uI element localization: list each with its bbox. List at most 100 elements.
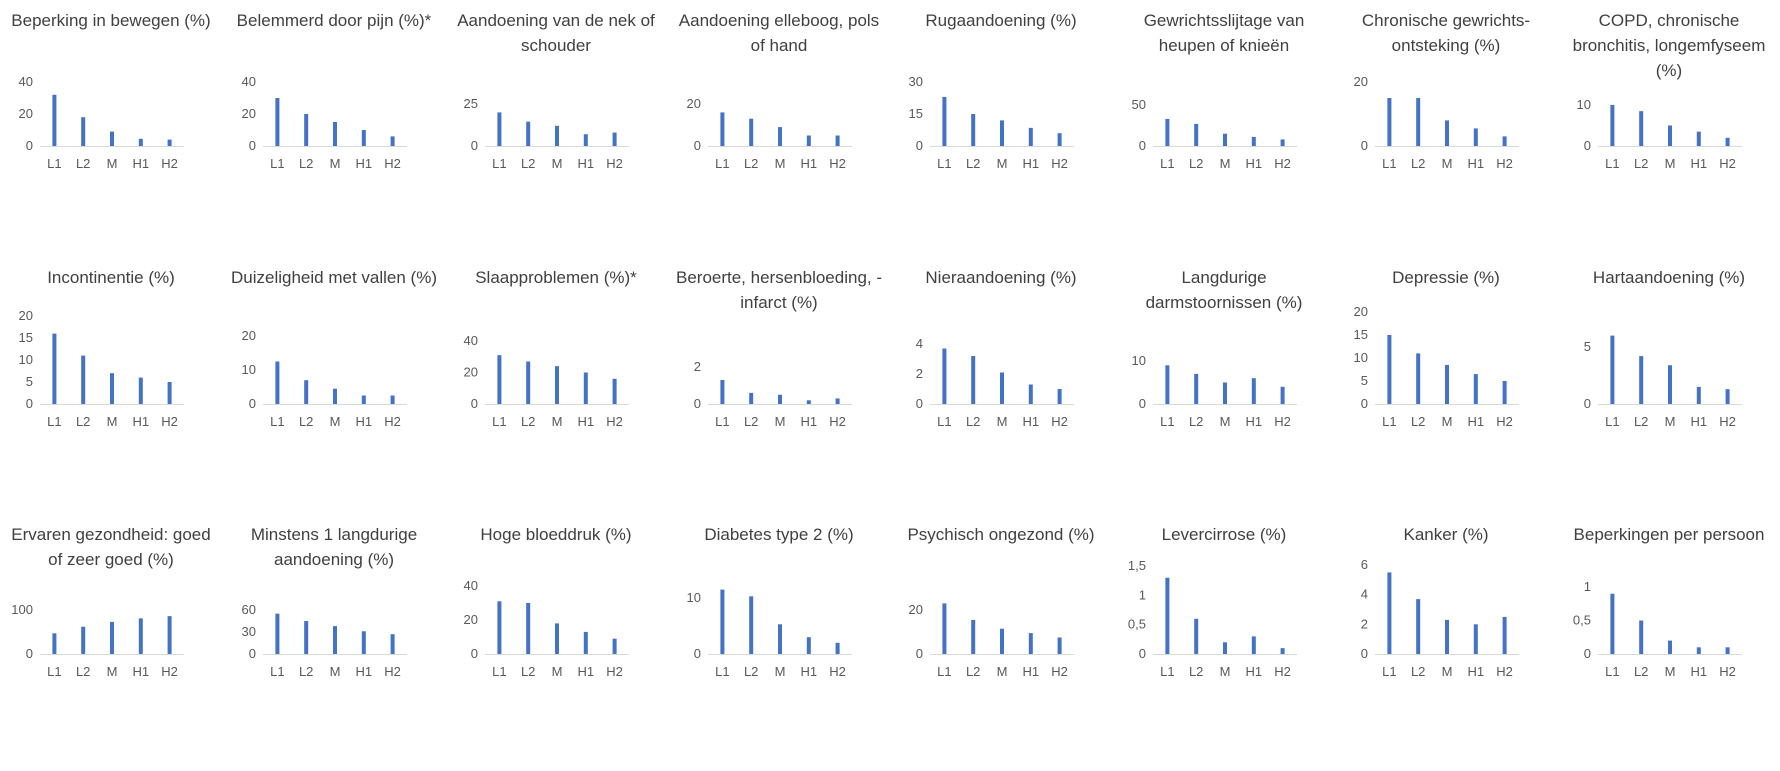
bar <box>275 613 280 654</box>
bar <box>612 638 617 654</box>
x-tick-label: H1 <box>1467 414 1484 429</box>
bar-chart: 0 5 10 15 20 L1 L2 M H1 H2 <box>19 308 184 429</box>
x-tick-label: L1 <box>1382 156 1396 171</box>
x-tick-label: M <box>1220 664 1231 679</box>
bar <box>555 125 559 146</box>
bar <box>806 637 811 654</box>
chart-title: COPD, chronische bronchitis, longemfysee… <box>1572 11 1766 80</box>
chart-panel: Beroerte, hersenbloeding, -infarct (%) 0 2… <box>668 257 890 514</box>
bar <box>1610 593 1615 654</box>
bar <box>275 361 280 404</box>
y-tick-label: 0 <box>249 396 256 411</box>
bar <box>583 134 588 146</box>
bar <box>275 98 280 146</box>
x-tick-label: L2 <box>521 664 535 679</box>
bar <box>1280 386 1285 404</box>
chart-title: Ervaren gezondheid: goed of zeer goed (%… <box>11 525 211 569</box>
bar <box>1000 628 1004 654</box>
x-tick-label: H1 <box>800 664 817 679</box>
y-tick-label: 20 <box>1354 74 1368 89</box>
x-tick-label: M <box>775 664 786 679</box>
bar <box>1502 136 1507 146</box>
bar <box>583 631 588 654</box>
y-tick-label: 4 <box>916 336 923 351</box>
y-tick-label: 10 <box>687 590 701 605</box>
x-tick-label: H2 <box>1496 414 1513 429</box>
x-tick-label: M <box>1665 664 1676 679</box>
chart-panel: Depressie (%) 0 5 10 15 20 L1 L2 M H1 H2 <box>1335 257 1557 514</box>
x-tick-label: L2 <box>299 414 313 429</box>
bar-chart: 0 50 L1 L2 M H1 H2 <box>1132 97 1297 171</box>
bar <box>1165 118 1170 146</box>
bar <box>1280 648 1285 654</box>
bar <box>304 380 309 404</box>
bar <box>1502 381 1507 404</box>
chart-title: Incontinentie (%) <box>47 268 175 287</box>
bar <box>110 373 114 404</box>
bar <box>555 366 559 404</box>
bar <box>555 623 559 654</box>
x-tick-label: H1 <box>1245 156 1262 171</box>
chart-panel: Levercirrose (%) 0 0,5 1 1,5 L1 L2 M H1 H2 <box>1113 514 1335 771</box>
chart-title: Aandoening elleboog, pols of hand <box>678 11 880 55</box>
bar <box>1416 599 1421 654</box>
x-tick-label: L1 <box>270 414 284 429</box>
bar <box>749 596 754 654</box>
y-tick-label: 0 <box>1584 138 1591 153</box>
bar <box>1194 618 1199 654</box>
bar <box>497 601 502 654</box>
chart-title: Hartaandoening (%) <box>1592 268 1746 287</box>
y-tick-label: 5 <box>1584 339 1591 354</box>
x-tick-label: H1 <box>1022 414 1039 429</box>
bar <box>778 127 782 146</box>
x-tick-label: H2 <box>384 414 401 429</box>
bar-chart: 0 2 4 6 L1 L2 M H1 H2 <box>1361 557 1519 679</box>
bar <box>1445 120 1449 146</box>
chart-panel: Chronische gewrichts-ontsteking (%) 0 20 L1… <box>1335 0 1557 257</box>
chart-panel: Beperking in bewegen (%) 0 20 40 L1 L2 M H1 H2 <box>0 0 222 257</box>
x-tick-label: M <box>552 414 563 429</box>
chart-panel: Aandoening elleboog, pols of hand 0 20 L1 L2… <box>668 0 890 257</box>
chart-panel: Nieraandoening (%) 0 2 4 L1 L2 M H1 H2 <box>890 257 1112 514</box>
bar <box>361 631 366 654</box>
x-tick-label: L1 <box>1160 414 1174 429</box>
x-tick-label: M <box>330 156 341 171</box>
y-tick-label: 0 <box>1584 396 1591 411</box>
bar <box>361 395 366 404</box>
bar <box>1223 642 1227 654</box>
x-tick-label: H2 <box>606 414 623 429</box>
y-tick-label: 5 <box>1361 373 1368 388</box>
bar <box>1610 105 1615 146</box>
bar <box>1725 647 1730 654</box>
chart-panel: Duizeligheid met vallen (%) 0 10 20 L1 L2 M H1 H… <box>223 257 445 514</box>
x-tick-label: L1 <box>492 414 506 429</box>
bar <box>1725 137 1730 146</box>
x-tick-label: L2 <box>1634 414 1648 429</box>
y-tick-label: 20 <box>1354 304 1368 319</box>
x-tick-label: L2 <box>1189 156 1203 171</box>
chart-title: Chronische gewrichts-ontsteking (%) <box>1361 11 1531 55</box>
y-tick-label: 4 <box>1361 587 1368 602</box>
x-tick-label: H2 <box>606 664 623 679</box>
bar <box>390 634 395 654</box>
bar <box>1668 640 1672 654</box>
chart-title: Nieraandoening (%) <box>925 268 1077 287</box>
y-tick-label: 40 <box>464 578 478 593</box>
y-tick-label: 0 <box>1361 646 1368 661</box>
chart-title: Depressie (%) <box>1392 268 1500 287</box>
y-tick-label: 0 <box>1139 646 1146 661</box>
bar <box>1057 389 1062 404</box>
bar <box>138 618 143 654</box>
bar <box>942 96 947 146</box>
y-tick-label: 10 <box>19 352 33 367</box>
y-tick-label: 10 <box>1132 353 1146 368</box>
x-tick-label: M <box>997 156 1008 171</box>
bar <box>1000 120 1004 146</box>
y-tick-label: 100 <box>11 602 33 617</box>
x-tick-label: H1 <box>1690 156 1707 171</box>
x-tick-label: M <box>997 664 1008 679</box>
bar <box>1445 364 1449 404</box>
chart-panel: Belemmerd door pijn (%)* 0 20 40 L1 L2 M H1 H2 <box>223 0 445 257</box>
bar <box>583 372 588 404</box>
